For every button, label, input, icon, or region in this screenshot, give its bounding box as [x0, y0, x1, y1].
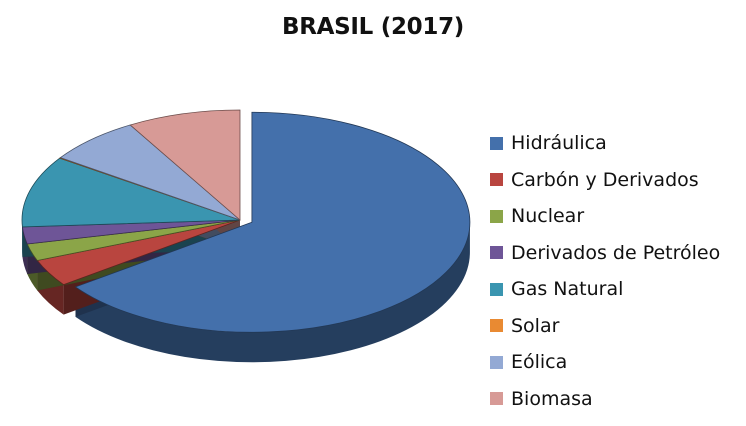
chart-title: BRASIL (2017) [282, 14, 464, 40]
legend-label: Gas Natural [511, 278, 624, 301]
legend-item-petroleo: Derivados de Petróleo [490, 235, 720, 272]
pie-slice-gas-natural [21, 157, 241, 228]
legend-label: Derivados de Petróleo [511, 241, 721, 264]
legend-swatch [490, 209, 503, 223]
legend-label: Solar [511, 314, 560, 337]
slice-side-wall [75, 222, 470, 363]
legend-item-carbon: Carbón y Derivados [490, 162, 720, 199]
pie-slice-biomasa [129, 109, 241, 221]
legend-label: Carbón y Derivados [511, 168, 699, 191]
legend-swatch [490, 319, 503, 333]
legend-item-gas-natural: Gas Natural [490, 271, 720, 308]
legend-label: Hidráulica [511, 132, 607, 155]
legend-swatch [490, 355, 503, 369]
legend-label: Eólica [511, 351, 568, 374]
legend-swatch [490, 136, 503, 150]
legend-swatch [490, 246, 503, 260]
legend-item-nuclear: Nuclear [490, 198, 720, 235]
chart-legend: Hidráulica Carbón y Derivados Nuclear De… [490, 125, 720, 417]
legend-item-biomasa: Biomasa [490, 381, 720, 418]
legend-swatch [490, 173, 503, 187]
pie-slice-hidr-ulica [74, 111, 471, 333]
legend-label: Nuclear [511, 205, 585, 228]
legend-item-hidraulica: Hidráulica [490, 125, 720, 162]
legend-item-solar: Solar [490, 308, 720, 345]
legend-swatch [490, 392, 503, 406]
legend-label: Biomasa [511, 387, 593, 410]
legend-item-eolica: Eólica [490, 344, 720, 381]
legend-swatch [490, 282, 503, 296]
